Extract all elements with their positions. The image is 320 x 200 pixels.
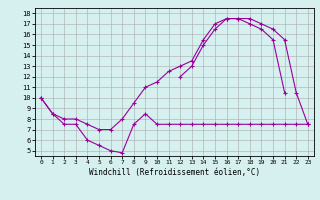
X-axis label: Windchill (Refroidissement éolien,°C): Windchill (Refroidissement éolien,°C)	[89, 168, 260, 177]
